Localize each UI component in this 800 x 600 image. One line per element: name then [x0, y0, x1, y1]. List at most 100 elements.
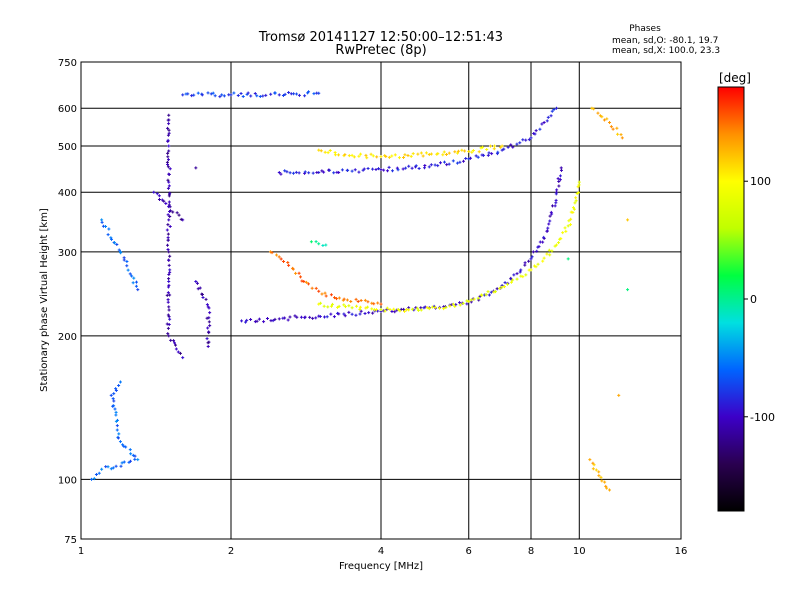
echo-point — [354, 313, 358, 317]
y-tick-label: 500 — [58, 142, 77, 153]
echo-point — [390, 154, 394, 158]
echo-point — [480, 293, 484, 297]
echo-point — [486, 290, 490, 294]
echo-point — [282, 259, 286, 263]
echo-point — [529, 257, 533, 261]
colorbar — [717, 86, 745, 512]
echo-point — [377, 167, 381, 171]
echo-point — [337, 153, 341, 157]
echo-point — [165, 228, 169, 232]
echo-point — [329, 293, 333, 297]
echo-point — [134, 280, 138, 284]
echo-point — [423, 164, 427, 168]
echo-point — [310, 286, 314, 290]
echo-point — [166, 213, 170, 217]
echo-point — [371, 311, 375, 315]
echo-point — [118, 440, 122, 444]
echo-point — [524, 138, 528, 142]
echo-point — [427, 307, 431, 311]
echo-point — [286, 260, 290, 264]
echo-point — [166, 165, 170, 169]
echo-point — [390, 169, 394, 173]
echo-point — [366, 305, 370, 309]
echo-point — [436, 164, 440, 168]
echo-point — [354, 297, 358, 301]
echo-point — [273, 91, 277, 95]
echo-point — [356, 300, 360, 304]
echo-point — [343, 314, 347, 318]
echo-point — [342, 297, 346, 301]
echo-point — [196, 91, 200, 95]
echo-point — [359, 309, 363, 313]
echo-point — [397, 156, 401, 160]
echo-point — [561, 231, 565, 235]
echo-point — [109, 467, 113, 471]
echo-point — [167, 258, 171, 262]
echo-point — [222, 94, 226, 98]
echo-point — [209, 92, 213, 96]
echo-point — [393, 310, 397, 314]
echo-point — [186, 92, 190, 96]
echo-point — [333, 296, 337, 300]
echo-point — [269, 92, 273, 96]
echo-point — [342, 312, 346, 316]
echo-point — [537, 245, 541, 249]
echo-point — [174, 343, 178, 347]
colorbar-tick-label: 0 — [750, 293, 757, 306]
echo-point — [157, 198, 161, 202]
echo-point — [329, 312, 333, 316]
echo-point — [166, 243, 170, 247]
echo-point — [166, 332, 170, 336]
echo-point — [461, 301, 465, 305]
x-tick-label: 8 — [528, 546, 534, 557]
echo-point — [324, 243, 328, 247]
echo-point — [596, 111, 600, 115]
echo-point — [371, 167, 375, 171]
echo-point — [401, 167, 405, 171]
echo-point — [511, 278, 515, 282]
echo-point — [111, 397, 115, 401]
echo-point — [369, 152, 373, 156]
y-tick-label: 600 — [58, 104, 77, 115]
echo-point — [465, 299, 469, 303]
echo-point — [277, 317, 281, 321]
echo-point — [303, 315, 307, 319]
echo-point — [236, 94, 240, 98]
echo-point — [131, 453, 135, 457]
echo-point — [157, 194, 161, 198]
echo-point — [261, 94, 265, 98]
echo-point — [264, 93, 268, 97]
echo-point — [319, 149, 323, 153]
echo-point — [518, 141, 522, 145]
echo-point — [597, 470, 601, 474]
echo-point — [436, 152, 440, 156]
echo-point — [136, 288, 140, 292]
echo-point — [275, 253, 279, 257]
echo-point — [569, 210, 573, 214]
echo-point — [268, 250, 272, 254]
echo-point — [167, 180, 171, 184]
echo-point — [605, 117, 609, 121]
echo-point — [371, 154, 375, 158]
echo-point — [350, 312, 354, 316]
echo-point — [481, 145, 485, 149]
echo-point — [548, 253, 552, 257]
echo-point — [429, 152, 433, 156]
echo-point — [353, 168, 357, 172]
echo-point — [196, 287, 200, 291]
echo-point — [355, 304, 359, 308]
echo-point — [496, 150, 500, 154]
echo-point — [414, 164, 418, 168]
echo-point — [167, 194, 171, 198]
echo-point — [398, 309, 402, 313]
echo-point — [442, 307, 446, 311]
y-tick-label: 300 — [58, 248, 77, 259]
echo-point — [382, 168, 386, 172]
echo-point — [167, 334, 171, 338]
echo-point — [527, 268, 531, 272]
echo-point — [340, 168, 344, 172]
echo-point — [527, 259, 531, 263]
echo-point — [503, 285, 507, 289]
echo-point — [116, 436, 120, 440]
echo-point — [500, 148, 504, 152]
